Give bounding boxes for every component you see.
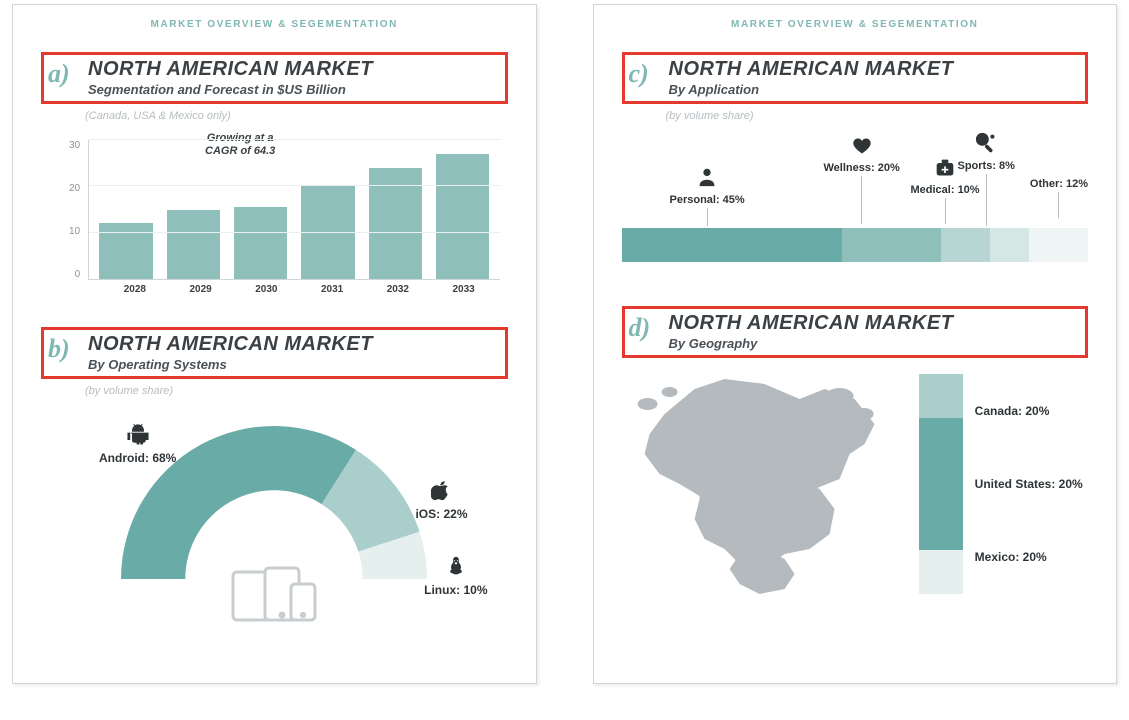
bar-chart-xaxis: 202820292030203120322033: [99, 280, 500, 295]
north-america-map: [622, 374, 897, 594]
section-d-header: d) NORTH AMERICAN MARKET By Geography: [622, 306, 1089, 358]
linux-icon: [446, 555, 466, 581]
person-icon: [696, 166, 718, 192]
devices-icon: [229, 566, 319, 627]
section-d-subtitle: By Geography: [669, 336, 954, 351]
section-d-title: NORTH AMERICAN MARKET: [669, 313, 954, 334]
geography-chart: Canada: 20% United States: 20% Mexico: 2…: [622, 374, 1089, 594]
section-c-title: NORTH AMERICAN MARKET: [669, 59, 954, 80]
section-b-note: (by volume share): [85, 385, 508, 397]
section-a-letter: a): [48, 61, 78, 87]
application-icon-labels: Personal: 45% Wellness: 20% Medical: 10%: [628, 136, 1083, 228]
app-label-other: Other: 12%: [1030, 178, 1088, 218]
section-a-header: a) NORTH AMERICAN MARKET Segmentation an…: [41, 52, 508, 104]
geo-label-mexico: Mexico: 20%: [975, 550, 1083, 564]
stack-segment: [842, 228, 940, 262]
app-label-personal: Personal: 45%: [670, 166, 745, 226]
application-chart: Personal: 45% Wellness: 20% Medical: 10%: [622, 136, 1089, 262]
os-label-android: Android: 68%: [99, 423, 176, 465]
stack-segment: [990, 228, 1029, 262]
app-label-wellness: Wellness: 20%: [824, 136, 900, 224]
section-b-header: b) NORTH AMERICAN MARKET By Operating Sy…: [41, 327, 508, 379]
os-label-linux: Linux: 10%: [424, 555, 487, 597]
geo-segment: [919, 374, 963, 418]
overline-left: MARKET OVERVIEW & SEGEMENTATION: [41, 19, 508, 30]
stack-segment: [941, 228, 990, 262]
page-left: MARKET OVERVIEW & SEGEMENTATION a) NORTH…: [12, 4, 537, 684]
geo-segment: [919, 418, 963, 550]
bar: [234, 207, 287, 279]
geo-label-us: United States: 20%: [975, 477, 1083, 491]
geography-legend: Canada: 20% United States: 20% Mexico: 2…: [919, 374, 1088, 594]
bar-chart-plot: [88, 140, 499, 280]
bar: [167, 210, 220, 280]
application-stackbar: [622, 228, 1089, 262]
section-c-subtitle: By Application: [669, 82, 954, 97]
section-b-title: NORTH AMERICAN MARKET: [88, 334, 373, 355]
bar-chart: Growing at a CAGR of 64.3 30 20 10 0 202…: [69, 140, 500, 295]
geography-labels: Canada: 20% United States: 20% Mexico: 2…: [975, 374, 1083, 594]
overline-right: MARKET OVERVIEW & SEGEMENTATION: [622, 19, 1089, 30]
medkit-icon: [934, 158, 956, 182]
stack-segment: [622, 228, 843, 262]
heart-icon: [851, 136, 873, 160]
section-b-subtitle: By Operating Systems: [88, 357, 373, 372]
page-right: MARKET OVERVIEW & SEGEMENTATION c) NORTH…: [593, 4, 1118, 684]
os-label-ios: iOS: 22%: [415, 479, 467, 521]
section-c-letter: c): [629, 61, 659, 87]
bar: [436, 154, 489, 279]
section-a-note: (Canada, USA & Mexico only): [85, 110, 508, 122]
section-c-header: c) NORTH AMERICAN MARKET By Application: [622, 52, 1089, 104]
geography-stackbar: [919, 374, 963, 594]
app-label-sports: Sports: 8%: [958, 132, 1015, 226]
section-b-letter: b): [48, 336, 78, 362]
pingpong-icon: [975, 132, 997, 158]
donut-chart: Android: 68% iOS: 22% Linux: 10%: [41, 419, 508, 629]
section-a-title: NORTH AMERICAN MARKET: [88, 59, 373, 80]
geo-segment: [919, 550, 963, 594]
section-d-letter: d): [629, 315, 659, 341]
section-c-note: (by volume share): [666, 110, 1089, 122]
bar: [301, 186, 354, 279]
apple-icon: [431, 479, 451, 505]
bar-chart-yaxis: 30 20 10 0: [69, 140, 88, 280]
geo-label-canada: Canada: 20%: [975, 404, 1083, 418]
stack-segment: [1029, 228, 1088, 262]
section-a-subtitle: Segmentation and Forecast in $US Billion: [88, 82, 373, 97]
android-icon: [127, 423, 149, 449]
